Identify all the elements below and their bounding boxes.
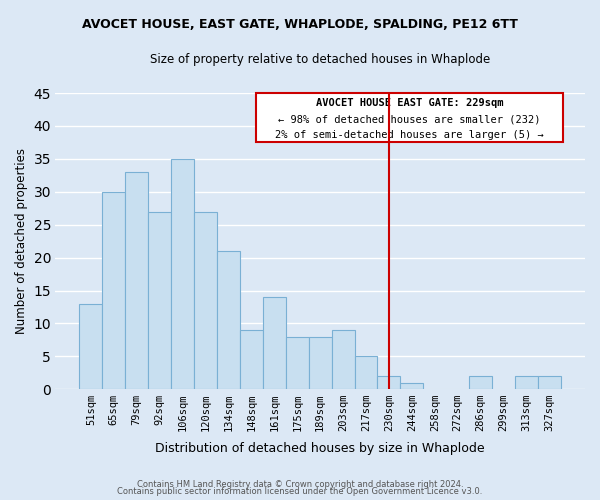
Text: Contains public sector information licensed under the Open Government Licence v3: Contains public sector information licen…	[118, 488, 482, 496]
Bar	[79, 304, 103, 389]
Bar	[286, 336, 309, 389]
Bar	[263, 297, 286, 389]
Bar	[332, 330, 355, 389]
Bar	[538, 376, 561, 389]
Bar	[125, 172, 148, 389]
Title: Size of property relative to detached houses in Whaplode: Size of property relative to detached ho…	[150, 52, 490, 66]
Text: AVOCET HOUSE, EAST GATE, WHAPLODE, SPALDING, PE12 6TT: AVOCET HOUSE, EAST GATE, WHAPLODE, SPALD…	[82, 18, 518, 30]
Bar	[515, 376, 538, 389]
Text: AVOCET HOUSE EAST GATE: 229sqm: AVOCET HOUSE EAST GATE: 229sqm	[316, 98, 503, 108]
Text: Contains HM Land Registry data © Crown copyright and database right 2024.: Contains HM Land Registry data © Crown c…	[137, 480, 463, 489]
Bar	[171, 159, 194, 389]
Bar	[148, 212, 171, 389]
Bar	[400, 382, 424, 389]
Bar	[103, 192, 125, 389]
Bar	[377, 376, 400, 389]
Bar	[469, 376, 492, 389]
Text: ← 98% of detached houses are smaller (232): ← 98% of detached houses are smaller (23…	[278, 114, 541, 124]
Bar	[194, 212, 217, 389]
Bar	[217, 251, 240, 389]
Bar	[309, 336, 332, 389]
Bar	[240, 330, 263, 389]
Bar	[355, 356, 377, 389]
Text: 2% of semi-detached houses are larger (5) →: 2% of semi-detached houses are larger (5…	[275, 130, 544, 140]
X-axis label: Distribution of detached houses by size in Whaplode: Distribution of detached houses by size …	[155, 442, 485, 455]
FancyBboxPatch shape	[256, 93, 563, 142]
Y-axis label: Number of detached properties: Number of detached properties	[15, 148, 28, 334]
